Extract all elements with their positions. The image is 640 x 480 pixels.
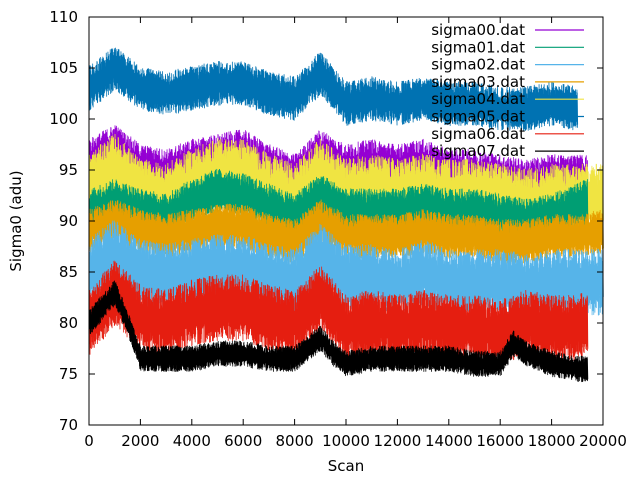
legend-label-sigma05-dat: sigma05.dat	[431, 108, 525, 126]
x-tick-label: 6000	[224, 432, 262, 450]
x-axis: 0 2000 4000 6000 8000 10000 12000 14000 16000 180…	[84, 17, 627, 450]
series-line-sigma05-dat	[88, 47, 579, 131]
y-tick-label: 95	[59, 161, 78, 179]
y-tick-label: 110	[49, 8, 78, 26]
legend-label-sigma00-dat: sigma00.dat	[431, 21, 525, 39]
x-tick-label: 10000	[322, 432, 370, 450]
legend-label-sigma01-dat: sigma01.dat	[431, 38, 525, 56]
legend-label-sigma07-dat: sigma07.dat	[431, 142, 525, 160]
legend: sigma00.datsigma01.datsigma02.datsigma03…	[431, 21, 584, 160]
x-tick-label: 16000	[476, 432, 524, 450]
legend-label-sigma06-dat: sigma06.dat	[431, 125, 525, 143]
y-axis-label: Sigma0 (adu)	[7, 170, 25, 271]
x-tick-label: 14000	[425, 432, 473, 450]
series-line-sigma07-dat	[88, 280, 589, 383]
y-axis: 70 75 80 85 90 95 100 105 110	[49, 8, 603, 434]
y-tick-label: 70	[59, 416, 78, 434]
legend-label-sigma03-dat: sigma03.dat	[431, 73, 525, 91]
x-tick-label: 4000	[173, 432, 211, 450]
y-tick-label: 85	[59, 263, 78, 281]
series-line-sigma03-dat	[88, 199, 604, 264]
legend-label-sigma04-dat: sigma04.dat	[431, 90, 525, 108]
x-tick-label: 2000	[121, 432, 159, 450]
legend-label-sigma02-dat: sigma02.dat	[431, 56, 525, 74]
x-tick-label: 20000	[579, 432, 627, 450]
y-tick-label: 90	[59, 212, 78, 230]
x-tick-label: 0	[84, 432, 94, 450]
y-tick-label: 100	[49, 110, 78, 128]
x-tick-label: 8000	[276, 432, 314, 450]
y-tick-label: 75	[59, 365, 78, 383]
y-tick-label: 80	[59, 314, 78, 332]
series-line-sigma06-dat	[88, 260, 589, 366]
y-tick-label: 105	[49, 59, 78, 77]
x-tick-label: 12000	[374, 432, 422, 450]
x-tick-label: 18000	[528, 432, 576, 450]
series-layer	[88, 47, 604, 383]
x-axis-label: Scan	[328, 457, 364, 475]
